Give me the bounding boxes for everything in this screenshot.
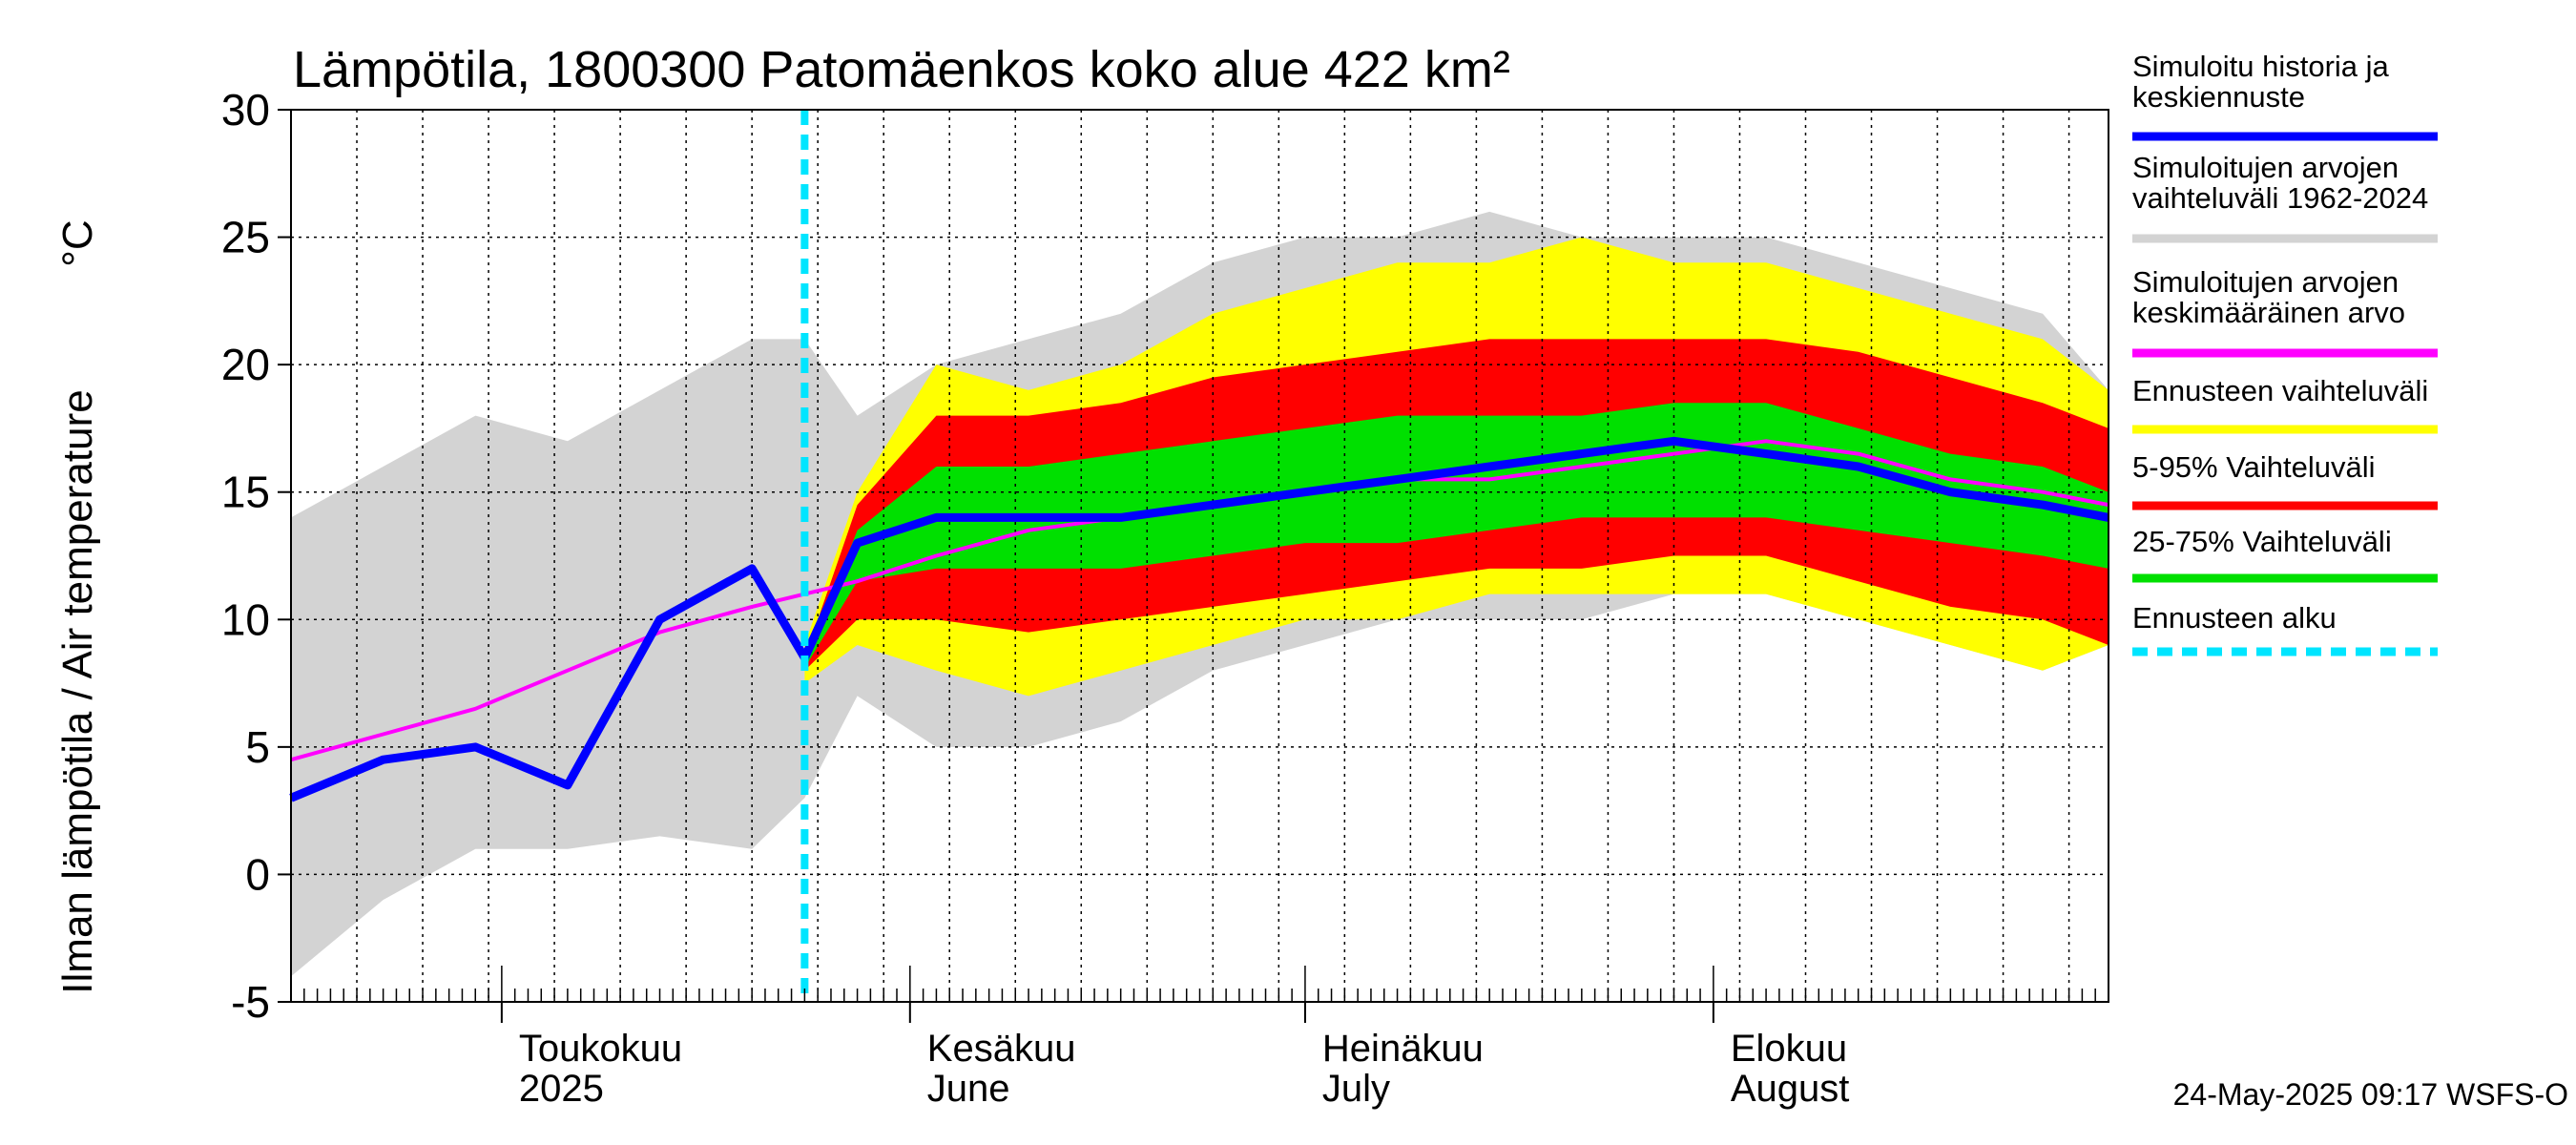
y-tick-label: 0 — [245, 849, 270, 899]
series-line-layer — [289, 110, 2109, 1002]
legend-label: keskiennuste — [2132, 80, 2305, 114]
month-label: Kesäkuu — [927, 1028, 1076, 1070]
band-3 — [804, 403, 2109, 668]
month-label-sub: August — [1731, 1068, 1850, 1110]
y-tick-label: 5 — [245, 722, 270, 772]
y-axis-unit: °C — [54, 219, 101, 266]
y-tick-label: 25 — [221, 213, 270, 262]
legend-label: Ennusteen vaihteluväli — [2132, 374, 2428, 407]
legend-label: Simuloitujen arvojen — [2132, 265, 2399, 299]
y-tick-label: 20 — [221, 340, 270, 389]
y-tick-label: -5 — [231, 977, 270, 1027]
y-tick-label: 15 — [221, 468, 270, 517]
legend-label: Ennusteen alku — [2132, 601, 2337, 635]
band-layer — [291, 211, 2109, 977]
month-label-sub: June — [927, 1068, 1010, 1110]
chart-title: Lämpötila, 1800300 Patomäenkos koko alue… — [293, 41, 1510, 98]
y-tick-label: 10 — [221, 594, 270, 644]
legend-label: Simuloitujen arvojen — [2132, 151, 2399, 184]
text-layer: -5051015202530Toukokuu2025KesäkuuJuneHei… — [54, 41, 2568, 1112]
axes-layer — [278, 109, 2109, 1023]
month-label-sub: July — [1322, 1068, 1390, 1110]
month-label: Elokuu — [1731, 1028, 1847, 1070]
legend-label: keskimääräinen arvo — [2132, 296, 2405, 329]
legend-label: vaihteluväli 1962-2024 — [2132, 181, 2428, 215]
month-label: Toukokuu — [519, 1028, 682, 1070]
legend-label: 5-95% Vaihteluväli — [2132, 450, 2375, 484]
y-axis-label: Ilman lämpötila / Air temperature — [54, 389, 101, 993]
month-label: Heinäkuu — [1322, 1028, 1484, 1070]
legend-label: Simuloitu historia ja — [2132, 50, 2390, 83]
timestamp: 24-May-2025 09:17 WSFS-O — [2173, 1077, 2568, 1112]
legend-label: 25-75% Vaihteluväli — [2132, 525, 2392, 558]
y-tick-label: 30 — [221, 85, 270, 135]
series-line-5 — [289, 436, 2109, 802]
month-label-sub: 2025 — [519, 1068, 604, 1110]
